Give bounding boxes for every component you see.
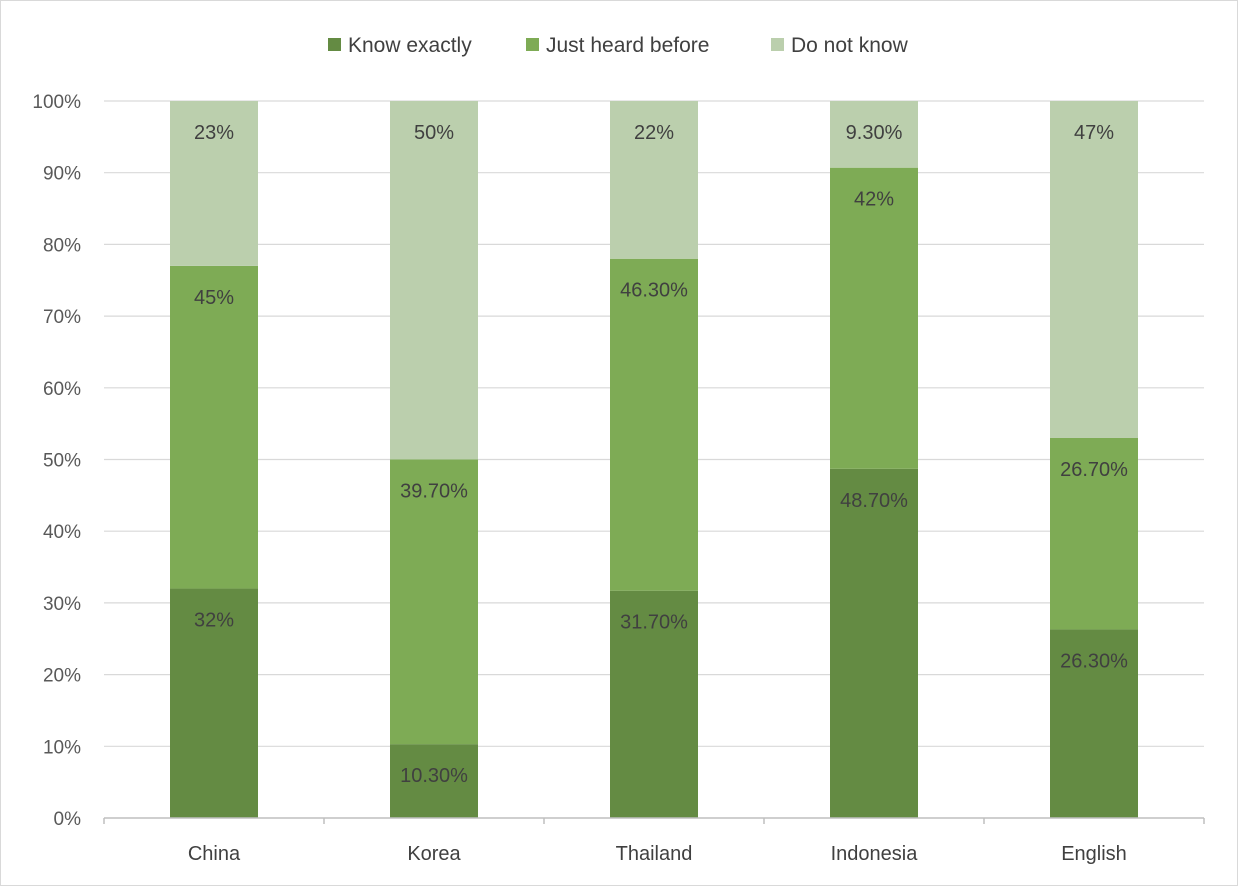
data-label: 48.70%: [840, 490, 908, 512]
bar-do-not-know-indonesia: [830, 101, 918, 168]
y-tick-label: 80%: [43, 235, 81, 256]
bar-know-exactly-english: [1050, 629, 1138, 818]
data-label: 50%: [414, 122, 454, 144]
y-tick-label: 30%: [43, 594, 81, 615]
bar-do-not-know-korea: [390, 101, 478, 460]
bar-do-not-know-english: [1050, 101, 1138, 438]
legend-swatch: [771, 38, 784, 51]
y-axis: 0% 10% 20% 30% 40% 50% 60% 70% 80% 90% 100%: [32, 92, 81, 830]
y-tick-label: 40%: [43, 522, 81, 543]
bar-just-heard-before-indonesia: [830, 167, 918, 469]
data-label: 46.30%: [620, 280, 688, 302]
y-tick-label: 10%: [43, 737, 81, 758]
legend: Know exactly Just heard before Do not know: [328, 34, 909, 57]
bar-just-heard-before-english: [1050, 437, 1138, 630]
data-label: 23%: [194, 122, 234, 144]
x-category-label: English: [1061, 843, 1127, 865]
bar-know-exactly-korea: [390, 744, 478, 818]
x-category-label: Korea: [407, 843, 461, 865]
y-tick-label: 90%: [43, 164, 81, 185]
x-category-label: Indonesia: [831, 843, 919, 865]
x-category-label: China: [188, 843, 241, 865]
data-label: 32%: [194, 610, 234, 632]
bar-do-not-know-thailand: [610, 101, 698, 259]
data-label: 22%: [634, 122, 674, 144]
y-tick-label: 50%: [43, 451, 81, 472]
legend-swatch: [526, 38, 539, 51]
bar-know-exactly-thailand: [610, 590, 698, 818]
y-tick-label: 60%: [43, 379, 81, 400]
bar-just-heard-before-china: [170, 265, 258, 589]
bar-do-not-know-china: [170, 101, 258, 266]
y-tick-label: 70%: [43, 307, 81, 328]
data-label: 26.30%: [1060, 650, 1128, 672]
data-label: 26.70%: [1060, 459, 1128, 481]
data-label: 9.30%: [846, 122, 903, 144]
bar-know-exactly-china: [170, 588, 258, 818]
data-label: 10.30%: [400, 765, 468, 787]
bars: 32% 45% 23% 10.30% 39.70% 50% 31.70% 46.30% 22% 4…: [170, 101, 1138, 818]
data-label: 45%: [194, 287, 234, 309]
x-axis: China Korea Thailand Indonesia English: [103, 817, 1205, 865]
data-label: 31.70%: [620, 612, 688, 634]
y-tick-label: 20%: [43, 666, 81, 687]
legend-label: Know exactly: [348, 34, 472, 57]
y-tick-label: 100%: [32, 92, 81, 113]
legend-label: Just heard before: [546, 34, 709, 57]
data-label: 39.70%: [400, 481, 468, 503]
legend-swatch: [328, 38, 341, 51]
bar-just-heard-before-korea: [390, 459, 478, 745]
data-label: 42%: [854, 189, 894, 211]
bar-just-heard-before-thailand: [610, 258, 698, 591]
bar-know-exactly-indonesia: [830, 468, 918, 818]
legend-label: Do not know: [791, 34, 909, 57]
data-label: 47%: [1074, 122, 1114, 144]
y-tick-label: 0%: [54, 809, 82, 830]
x-category-label: Thailand: [616, 843, 693, 865]
